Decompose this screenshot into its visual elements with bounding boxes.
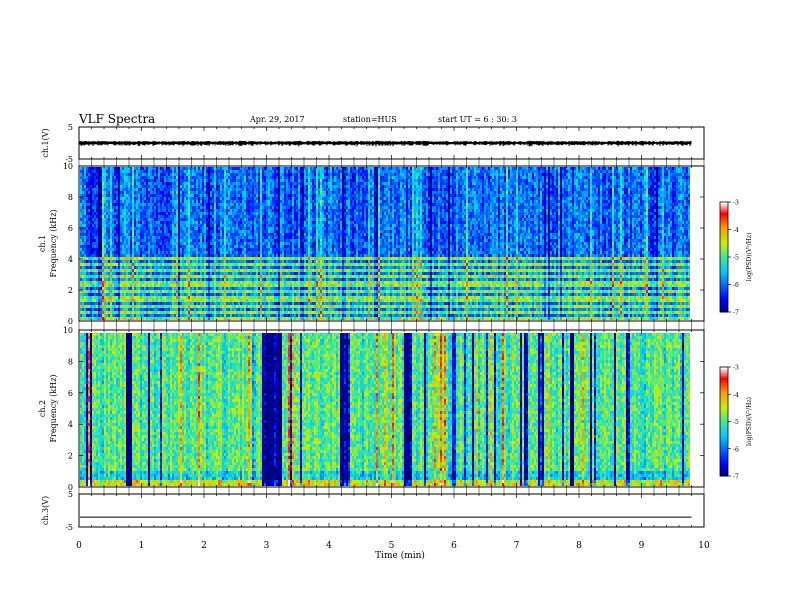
ch2-spec-ytick-label: 8	[68, 357, 73, 366]
x-tick-label: 8	[576, 541, 582, 551]
ch1-ylabel: ch.1(V)	[41, 128, 50, 157]
x-tick-label: 5	[389, 541, 395, 551]
colorbar-2-tick-label: -6	[733, 446, 739, 453]
x-tick-label: 9	[639, 541, 645, 551]
ch2-spec-ytick-label: 4	[68, 420, 73, 429]
ch2-spec-ytick-label: 6	[68, 389, 73, 398]
ch3-ytick-label: -5	[65, 523, 73, 532]
ch1-spec-ytick-label: 6	[68, 224, 73, 233]
ch2-spec-ylabel-frequency: Frequency (kHz)	[49, 374, 58, 442]
ch3-ytick-label: 5	[68, 490, 73, 499]
x-tick-label: 7	[514, 541, 520, 551]
ch1-spec-ytick-label: 8	[68, 193, 73, 202]
ch2-spec-ytick-label: 2	[68, 452, 73, 461]
x-tick-label: 10	[698, 541, 710, 551]
x-tick-label: 0	[76, 541, 82, 551]
x-tick-label: 2	[201, 541, 207, 551]
colorbar-2-label: log(PSD)(V²/Hz)	[746, 397, 753, 446]
ch3-waveform-panel: 5 -5 ch.3(V)	[41, 490, 704, 532]
colorbar-2-tick-label: -4	[733, 392, 739, 399]
colorbar-2-tick-label: -5	[733, 419, 739, 426]
ch2-spec-ytick-label: 10	[63, 326, 73, 335]
colorbar-1-tick-label: -6	[733, 282, 739, 289]
ch3-ylabel: ch.3(V)	[41, 496, 50, 525]
x-tick-label: 3	[264, 541, 270, 551]
colorbar-1-tick-label: -7	[733, 310, 739, 317]
ch1-spec-ylabel-channel: ch.1	[38, 235, 47, 252]
colorbar-1-tick-label: -5	[733, 255, 739, 262]
colorbar-2: -3 -4 -5 -6 -7 log(PSD)(V²/Hz)	[720, 365, 753, 481]
vlf-figure: 5-5ch.1(V) 0246810ch.1 Frequency (kHz) 02…	[0, 0, 792, 612]
colorbar-1-tick-label: -4	[733, 227, 739, 234]
ch1-spec-cells	[80, 167, 690, 320]
ch2-spec-ylabel-channel: ch.2	[38, 400, 47, 417]
ch1-spectrogram-panel: 0 2 4 6 8 10 ch.1 Frequency (kHz)	[38, 162, 704, 326]
ch1-waveform-panel: 5-5ch.1(V)	[41, 123, 704, 164]
ch1-ytick-label: 5	[68, 123, 73, 132]
ch1-spec-ytick-label: 10	[63, 162, 73, 171]
ch2-spec-cells	[80, 333, 690, 486]
ch3-frame	[79, 494, 704, 527]
ch1-spec-ytick-label: 4	[68, 255, 73, 264]
ch1-spec-ytick-label: 0	[68, 317, 73, 326]
x-tick-label: 4	[326, 541, 332, 551]
x-axis-label: Time (min)	[375, 550, 425, 561]
ch1-trace	[80, 141, 691, 147]
colorbar-1: -3 -4 -5 -6 -7 log(PSD)(V²/Hz)	[720, 200, 753, 317]
colorbar-2-tick-label: -7	[733, 474, 739, 481]
colorbar-1-label: log(PSD)(V²/Hz)	[746, 233, 753, 282]
colorbar-2-tick-label: -3	[733, 365, 739, 372]
ch1-spec-ylabel-frequency: Frequency (kHz)	[49, 209, 58, 277]
x-tick-label: 1	[139, 541, 145, 551]
colorbar-1-tick-label: -3	[733, 200, 739, 207]
ch1-spec-ytick-label: 2	[68, 286, 73, 295]
x-tick-label: 6	[451, 541, 457, 551]
